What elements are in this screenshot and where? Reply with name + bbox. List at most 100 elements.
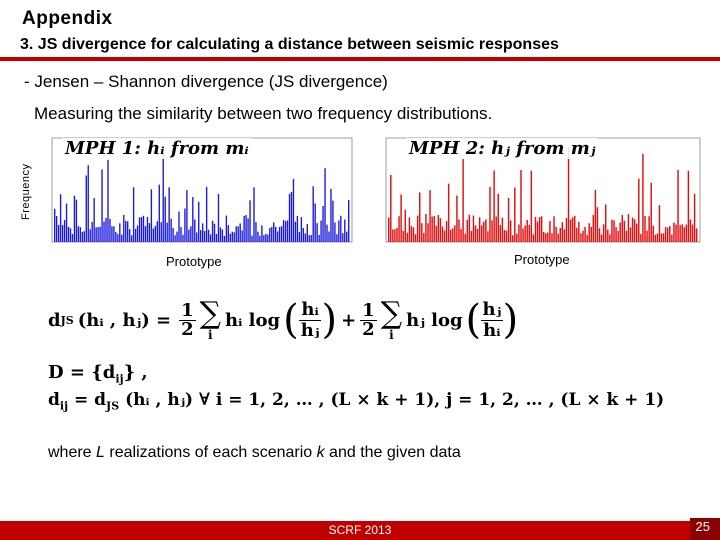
histogram-bar — [326, 224, 328, 242]
histogram-bar — [170, 218, 172, 242]
histogram-bar — [156, 221, 158, 242]
paren-close: ) — [502, 297, 519, 343]
histogram-bar — [142, 215, 145, 242]
histogram-bar — [231, 231, 233, 242]
histogram-bar — [146, 216, 149, 242]
histogram-bar — [650, 182, 652, 242]
histogram-bar — [103, 221, 105, 242]
bullet-point: - Jensen – Shannon divergence (JS diverg… — [24, 72, 388, 91]
histogram-bar — [247, 218, 249, 242]
histogram-bar — [538, 217, 541, 242]
histogram-bar — [276, 231, 279, 242]
slide-subtitle: 3. JS divergence for calculating a dista… — [20, 36, 559, 53]
histogram-bar — [205, 186, 208, 242]
histogram-bar — [400, 194, 402, 242]
histogram-bar — [119, 223, 121, 242]
histogram-bar — [509, 220, 512, 242]
histogram-bar — [427, 223, 429, 242]
histogram-bar — [607, 229, 609, 242]
histogram-bar — [334, 222, 336, 242]
histogram-bar — [497, 193, 499, 242]
histogram-mph2-title: MPH 2: hⱼ from mⱼ — [406, 138, 599, 159]
histogram-bar — [501, 217, 504, 242]
histogram-bar — [269, 228, 271, 242]
histogram-bar — [77, 226, 80, 242]
histogram-bar — [265, 233, 267, 242]
histogram-bar — [54, 208, 56, 242]
histogram-mph1-title: MPH 1: hᵢ from mᵢ — [62, 138, 252, 159]
histogram-bar — [671, 234, 673, 242]
histogram-bar — [503, 229, 506, 242]
histogram-bar — [200, 230, 202, 242]
histogram-bar — [565, 218, 568, 242]
histogram-bar — [75, 199, 78, 242]
histogram-bar — [322, 206, 324, 242]
fraction-numerator: 1 — [181, 299, 194, 321]
histogram-bar — [117, 234, 119, 242]
histogram-bar — [255, 222, 257, 242]
histogram-bar — [63, 220, 66, 242]
histogram-bar — [286, 220, 289, 242]
fraction-numerator: 1 — [362, 299, 375, 321]
where-k: k — [316, 444, 325, 461]
histogram-bar — [243, 215, 245, 242]
histogram-bar — [483, 221, 485, 242]
histogram-bar — [138, 217, 141, 242]
histogram-bar — [543, 232, 545, 242]
histogram-bar — [487, 231, 489, 242]
histogram-bar — [478, 217, 481, 242]
histogram-bar — [300, 217, 303, 242]
histogram-bar — [530, 170, 533, 242]
histogram-bar — [211, 220, 214, 242]
histogram-bar — [679, 225, 681, 242]
paren-open: ( — [465, 297, 482, 343]
histogram-bar — [685, 224, 688, 242]
histogram-bar — [514, 187, 516, 242]
histogram-bar — [190, 226, 192, 242]
histogram-bar — [499, 225, 502, 242]
histogram-bar — [396, 227, 398, 242]
histogram-bar — [217, 194, 220, 242]
histogram-bar — [263, 235, 265, 242]
histogram-bar — [429, 190, 431, 242]
histogram-bar — [410, 226, 413, 242]
histogram-bar — [445, 221, 448, 242]
histogram-bar — [93, 198, 95, 242]
histogram-bar — [249, 200, 251, 242]
histogram-bar — [567, 147, 570, 242]
histogram-bar — [474, 225, 477, 242]
page-number: 25 — [695, 519, 710, 534]
histogram-bar — [450, 229, 452, 242]
histogram-bar — [172, 227, 174, 242]
histogram-bar — [59, 194, 62, 242]
histogram-bar — [646, 230, 648, 242]
footer-bar — [0, 521, 720, 540]
histogram-bar — [549, 220, 551, 242]
histogram-bar — [113, 226, 115, 242]
histogram-bar — [402, 230, 404, 242]
histogram-bar — [522, 228, 524, 242]
histogram-bar — [284, 221, 287, 242]
histogram-bar — [545, 233, 547, 242]
histogram-bar — [441, 226, 444, 242]
histogram-bar — [574, 215, 576, 242]
histogram-bar — [629, 227, 632, 242]
histogram-bar — [235, 226, 237, 242]
histogram-bar — [421, 223, 423, 242]
histogram-bar — [81, 231, 84, 242]
page-number-box — [690, 518, 720, 540]
histogram-bar — [166, 222, 168, 242]
histogram-bar — [439, 218, 442, 242]
ratio-2-denominator: hᵢ — [481, 319, 503, 341]
histogram-bar — [186, 190, 188, 242]
histogram-bar — [540, 216, 543, 242]
where-L: L — [96, 444, 105, 461]
set-def-text: D = {d — [48, 362, 116, 383]
description-text: Measuring the similarity between two fre… — [34, 104, 493, 123]
histogram-bar — [390, 175, 392, 242]
histogram-bar — [332, 200, 334, 242]
histogram-bar — [282, 219, 285, 242]
histogram-bar — [619, 222, 621, 242]
histogram-bar — [97, 227, 99, 242]
histogram-bar — [65, 203, 68, 242]
